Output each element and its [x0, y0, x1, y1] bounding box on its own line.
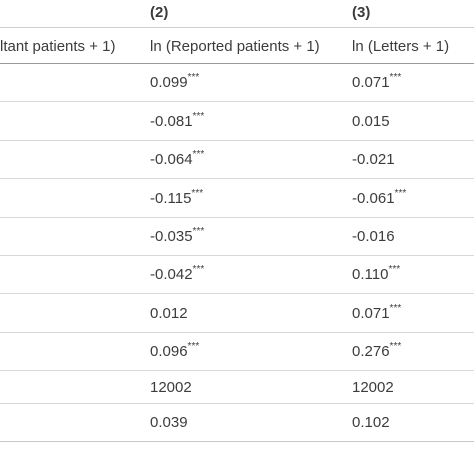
cell-column-2: 0.096*** [150, 341, 200, 361]
cell-value: 12002 [352, 379, 394, 396]
cell-value: -0.115 [150, 190, 192, 207]
cell-column-3: 0.015 [352, 113, 390, 130]
cell-value: 0.110 [352, 266, 389, 283]
row-divider [0, 293, 474, 294]
significance-stars: *** [192, 111, 205, 122]
cell-value: -0.042 [150, 266, 193, 283]
header-divider [0, 27, 474, 28]
cell-value: 0.012 [150, 305, 188, 322]
column-1-label: ltant patients + 1) [0, 38, 116, 55]
cell-column-3: -0.021 [352, 151, 395, 168]
column-2-number: (2) [150, 4, 169, 21]
header-bottom-rule [0, 63, 474, 64]
table-row: -0.064*** -0.021 [0, 141, 474, 179]
cell-value: 0.071 [352, 74, 390, 91]
row-divider [0, 217, 474, 218]
significance-stars: *** [388, 264, 401, 275]
cell-value: 0.039 [150, 414, 188, 431]
cell-column-3: 0.071*** [352, 303, 402, 323]
row-divider [0, 101, 474, 102]
cell-column-2: -0.115*** [150, 188, 204, 208]
table-row: 12002 12002 [0, 371, 474, 404]
cell-value: 0.071 [352, 305, 390, 322]
table-row: -0.081*** 0.015 [0, 102, 474, 141]
cell-column-2: -0.064*** [150, 149, 205, 169]
cell-column-2: 0.099*** [150, 72, 200, 92]
cell-value: 12002 [150, 379, 192, 396]
row-divider [0, 178, 474, 179]
row-divider [0, 140, 474, 141]
cell-value: -0.061 [352, 190, 395, 207]
cell-column-3: 0.071*** [352, 72, 402, 92]
cell-value: -0.021 [352, 151, 395, 168]
cell-column-2: -0.081*** [150, 111, 205, 131]
significance-stars: *** [191, 188, 204, 199]
cell-column-3: 12002 [352, 379, 394, 396]
table-row: 0.096*** 0.276*** [0, 333, 474, 371]
cell-value: -0.064 [150, 151, 193, 168]
column-3-number: (3) [352, 4, 371, 21]
table-row: -0.042*** 0.110*** [0, 256, 474, 294]
table-row: 0.012 0.071*** [0, 294, 474, 333]
cell-column-2: 0.012 [150, 305, 188, 322]
cell-column-3: -0.061*** [352, 188, 407, 208]
column-3-label: ln (Letters + 1) [352, 38, 450, 55]
table-row: -0.115*** -0.061*** [0, 179, 474, 218]
table-row: -0.035*** -0.016 [0, 218, 474, 256]
significance-stars: *** [192, 149, 205, 160]
cell-column-2: 12002 [150, 379, 192, 396]
table-bottom-rule [0, 441, 474, 442]
cell-column-3: 0.102 [352, 414, 390, 431]
cell-value: -0.035 [150, 228, 193, 245]
cell-value: 0.096 [150, 343, 188, 360]
cell-value: 0.015 [352, 113, 390, 130]
table-row: 0.099*** 0.071*** [0, 64, 474, 102]
row-divider [0, 370, 474, 371]
cell-value: 0.099 [150, 74, 188, 91]
significance-stars: *** [394, 188, 407, 199]
significance-stars: *** [389, 303, 402, 314]
table-row: 0.039 0.102 [0, 404, 474, 441]
significance-stars: *** [192, 264, 205, 275]
row-divider [0, 332, 474, 333]
significance-stars: *** [192, 226, 205, 237]
cell-column-3: 0.110*** [352, 264, 401, 284]
cell-column-2: 0.039 [150, 414, 188, 431]
cell-column-3: 0.276*** [352, 341, 402, 361]
significance-stars: *** [187, 341, 200, 352]
cell-column-2: -0.042*** [150, 264, 205, 284]
row-divider [0, 403, 474, 404]
cell-value: -0.081 [150, 113, 193, 130]
significance-stars: *** [389, 341, 402, 352]
significance-stars: *** [187, 72, 200, 83]
cell-value: 0.276 [352, 343, 390, 360]
row-divider [0, 255, 474, 256]
cell-value: -0.016 [352, 228, 395, 245]
cell-value: 0.102 [352, 414, 390, 431]
column-2-label: ln (Reported patients + 1) [150, 38, 320, 55]
cell-column-2: -0.035*** [150, 226, 205, 246]
significance-stars: *** [389, 72, 402, 83]
cell-column-3: -0.016 [352, 228, 395, 245]
